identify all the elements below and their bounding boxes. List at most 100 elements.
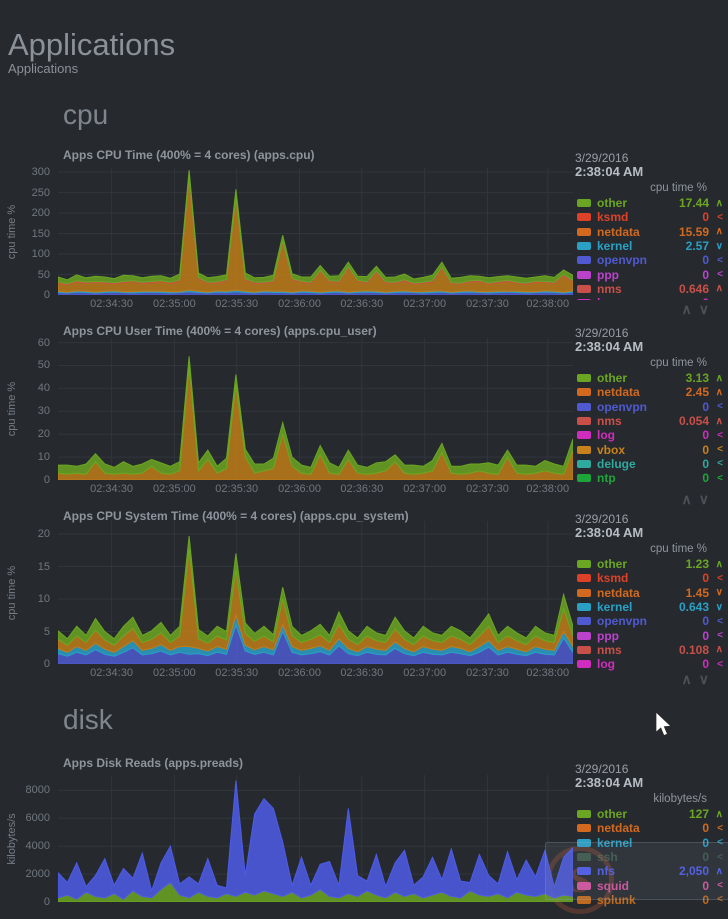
legend-item-openvpn[interactable]: openvpn 0 < <box>573 614 723 628</box>
legend-item-ppp[interactable]: ppp 0 < <box>573 628 723 643</box>
legend-label: openvpn <box>597 399 647 414</box>
legend-swatch <box>577 445 591 454</box>
legend-trend-arrow-icon: < <box>717 630 723 642</box>
legend-items: other 17.44 ∧ ksmd 0 < netdata 15.59 ∧ kernel 2.57… <box>573 196 723 300</box>
chart-title: Apps Disk Reads (apps.preads) <box>63 756 244 770</box>
legend-trend-arrow-icon: ∨ <box>715 601 723 613</box>
legend-label: nms <box>597 414 622 429</box>
legend-trend-arrow-icon: < <box>717 851 723 863</box>
legend-scroll-up-icon[interactable]: ∧ <box>681 301 692 317</box>
legend-label: openvpn <box>597 614 647 629</box>
legend-trend-arrow-icon: ∧ <box>715 808 723 820</box>
legend-value: 0 <box>702 456 709 471</box>
legend-item-ssh[interactable]: ssh 0 < <box>573 850 723 864</box>
legend-trend-arrow-icon: ∨ <box>715 240 723 252</box>
legend-scroll-arrows[interactable]: ∧ ∨ <box>682 671 710 688</box>
legend-label: kernel <box>597 600 633 615</box>
legend-item-other[interactable]: other 3.13 ∧ <box>573 371 723 385</box>
legend-item-netdata[interactable]: netdata 2.45 ∧ <box>573 385 723 399</box>
legend-item-splunk[interactable]: splunk 0 < <box>573 893 723 907</box>
legend-value: 0 <box>702 428 709 443</box>
legend-trend-arrow-icon: ∧ <box>715 197 723 209</box>
legend-label: ntp <box>597 471 616 486</box>
legend-item-nms[interactable]: nms 0.108 ∧ <box>573 643 723 657</box>
legend-item-vbox[interactable]: vbox 0 < <box>573 442 723 457</box>
legend-item-kernel[interactable]: kernel 0.643 ∨ <box>573 600 723 614</box>
legend-scroll-arrows[interactable]: ∧ ∨ <box>682 301 710 318</box>
legend-swatch <box>577 459 591 468</box>
legend-item-ppp[interactable]: ppp 0 < <box>573 267 723 282</box>
legend-item-kernel[interactable]: kernel 0 < <box>573 836 723 850</box>
mouse-cursor <box>655 711 673 737</box>
legend-item-ksmd[interactable]: ksmd 0 < <box>573 571 723 585</box>
legend-item-nms[interactable]: nms 0.054 ∧ <box>573 414 723 428</box>
legend-item-openvpn[interactable]: openvpn 0 < <box>573 400 723 414</box>
section-heading-cpu: cpu <box>63 99 109 130</box>
legend-item-nms[interactable]: nms 0.646 ∧ <box>573 282 723 296</box>
legend-item-other[interactable]: other 1.23 ∧ <box>573 557 723 571</box>
legend-value: 0 <box>702 253 709 268</box>
legend-swatch <box>577 810 591 819</box>
legend-item-other[interactable]: other 127 ∧ <box>573 807 723 821</box>
legend-swatch <box>577 660 591 669</box>
legend-scroll-down-icon[interactable]: ∨ <box>698 491 709 507</box>
legend-trend-arrow-icon: ∧ <box>715 415 723 427</box>
legend-item-openvpn[interactable]: openvpn 0 < <box>573 253 723 267</box>
legend-scroll-up-icon[interactable]: ∧ <box>681 671 692 687</box>
legend-date: 3/29/2016 <box>575 151 629 165</box>
legend-date: 3/29/2016 <box>575 512 629 526</box>
legend-trend-arrow-icon: < <box>717 894 723 906</box>
legend-value: 15.59 <box>678 224 709 239</box>
legend-scroll-arrows[interactable]: ∧ ∨ <box>682 491 710 508</box>
legend-items: other 3.13 ∧ netdata 2.45 ∧ openvpn 0 < nms 0.054 ∧… <box>573 371 723 486</box>
legend-trend-arrow-icon: < <box>717 401 723 413</box>
legend-item-nfs[interactable]: nfs 2,050 ∧ <box>573 864 723 878</box>
legend-swatch <box>577 853 591 862</box>
legend-scroll-up-icon[interactable]: ∧ <box>681 491 692 507</box>
legend-value: 3.13 <box>685 371 709 386</box>
chart-plot-area[interactable] <box>58 521 573 664</box>
legend-date: 3/29/2016 <box>575 326 629 340</box>
legend-label: openvpn <box>597 253 647 268</box>
legend-scroll-down-icon[interactable]: ∨ <box>698 301 709 317</box>
legend-trend-arrow-icon: < <box>710 298 723 300</box>
legend-item-netdata[interactable]: netdata 1.45 ∨ <box>573 586 723 600</box>
chart-apps-cpu-user: Apps CPU User Time (400% = 4 cores) (app… <box>0 322 728 508</box>
legend-swatch <box>577 256 591 265</box>
legend-item-squid[interactable]: squid 0 < <box>573 878 723 893</box>
legend-label: ksmd <box>597 210 629 225</box>
legend-items: other 127 ∧ netdata 0 < kernel 0 < ssh 0 < nfs 2,050 ∧… <box>573 807 723 908</box>
legend-swatch <box>577 299 591 300</box>
legend-item-netdata[interactable]: netdata 0 < <box>573 821 723 835</box>
legend-item-ntp[interactable]: ntp 0 < <box>573 471 723 485</box>
legend-value: 0.054 <box>678 414 709 429</box>
legend-time: 2:38:04 AM <box>575 775 644 790</box>
legend-trend-arrow-icon: ∧ <box>715 386 723 398</box>
chart-plot-area[interactable] <box>58 168 573 295</box>
legend-item-netdata[interactable]: netdata 15.59 ∧ <box>573 225 723 239</box>
legend-trend-arrow-icon: ∧ <box>715 558 723 570</box>
chart-apps-cpu-system: Apps CPU System Time (400% = 4 cores) (a… <box>0 507 728 689</box>
chart-plot-area[interactable] <box>58 338 573 480</box>
legend-date: 3/29/2016 <box>575 762 629 776</box>
legend-item-kernel[interactable]: kernel 2.57 ∨ <box>573 239 723 253</box>
legend-item-deluge[interactable]: deluge 0 < <box>573 457 723 471</box>
legend-trend-arrow-icon: < <box>717 429 723 441</box>
legend-label: other <box>597 196 627 211</box>
legend-items: other 1.23 ∧ ksmd 0 < netdata 1.45 ∨ kernel 0.643 ∨… <box>573 557 723 672</box>
legend-item-ksmd[interactable]: ksmd 0 < <box>573 210 723 224</box>
legend-item-other[interactable]: other 17.44 ∧ <box>573 196 723 210</box>
legend-label: vbox <box>597 442 626 457</box>
legend-trend-arrow-icon: ∧ <box>715 644 723 656</box>
legend-scroll-down-icon[interactable]: ∨ <box>698 671 709 687</box>
legend-swatch <box>577 895 591 904</box>
section-heading-disk: disk <box>63 704 113 735</box>
legend-value: 0 <box>702 399 709 414</box>
legend-label: kernel <box>597 239 633 254</box>
legend-label: ppp <box>597 628 619 643</box>
legend-label: deluge <box>597 456 636 471</box>
chart-plot-area[interactable] <box>58 775 573 902</box>
